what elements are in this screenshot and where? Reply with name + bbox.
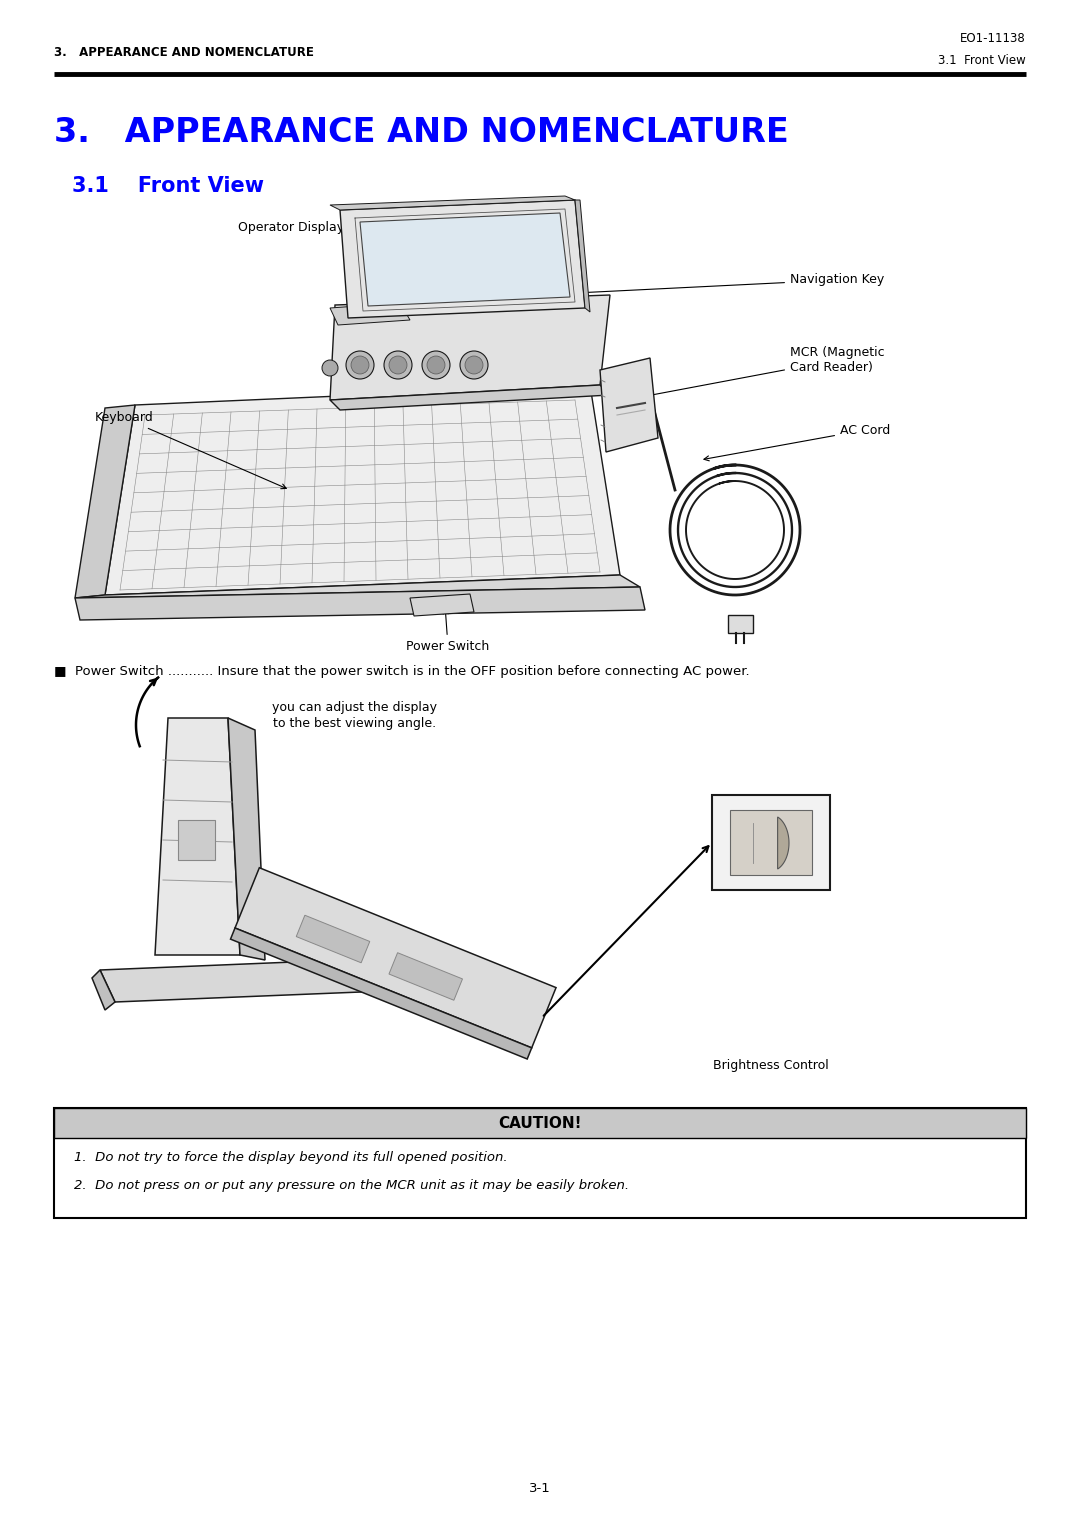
Polygon shape xyxy=(75,575,640,597)
Polygon shape xyxy=(330,295,610,400)
Circle shape xyxy=(351,356,369,374)
Polygon shape xyxy=(156,718,240,955)
Text: Keyboard: Keyboard xyxy=(95,411,286,489)
Polygon shape xyxy=(230,927,531,1059)
Polygon shape xyxy=(92,970,114,1010)
Circle shape xyxy=(422,351,450,379)
Text: CAUTION!: CAUTION! xyxy=(498,1115,582,1131)
Bar xyxy=(712,795,831,889)
Text: to the best viewing angle.: to the best viewing angle. xyxy=(273,718,436,730)
Text: 3.   APPEARANCE AND NOMENCLATURE: 3. APPEARANCE AND NOMENCLATURE xyxy=(54,46,314,58)
Text: Brightness Control: Brightness Control xyxy=(713,1059,828,1071)
Text: ■  Power Switch ........... Insure that the power switch is in the OFF position : ■ Power Switch ........... Insure that t… xyxy=(54,666,750,678)
Circle shape xyxy=(384,351,411,379)
Text: Operator Display: Operator Display xyxy=(238,217,386,234)
Circle shape xyxy=(346,351,374,379)
Polygon shape xyxy=(778,817,789,869)
Polygon shape xyxy=(575,200,590,312)
Circle shape xyxy=(389,356,407,374)
Polygon shape xyxy=(75,587,645,620)
Circle shape xyxy=(465,356,483,374)
Bar xyxy=(54,1108,1026,1218)
Polygon shape xyxy=(330,385,610,410)
Text: AC Cord: AC Cord xyxy=(704,423,890,461)
Polygon shape xyxy=(410,594,474,616)
Polygon shape xyxy=(389,952,462,1001)
Polygon shape xyxy=(296,915,369,963)
Polygon shape xyxy=(360,212,570,306)
Bar xyxy=(728,614,753,633)
Text: 2.  Do not press on or put any pressure on the MCR unit as it may be easily brok: 2. Do not press on or put any pressure o… xyxy=(75,1180,630,1192)
Text: MCR (Magnetic
Card Reader): MCR (Magnetic Card Reader) xyxy=(629,345,885,400)
Polygon shape xyxy=(178,821,215,860)
Polygon shape xyxy=(105,385,620,594)
Circle shape xyxy=(460,351,488,379)
Polygon shape xyxy=(75,405,135,597)
Bar xyxy=(730,810,812,876)
Bar xyxy=(54,1108,1026,1138)
Text: Navigation Key: Navigation Key xyxy=(539,274,885,296)
Text: 3.   APPEARANCE AND NOMENCLATURE: 3. APPEARANCE AND NOMENCLATURE xyxy=(54,116,788,150)
Text: Power Switch: Power Switch xyxy=(406,610,489,652)
Text: EO1-11138: EO1-11138 xyxy=(960,32,1026,44)
Text: 1.  Do not try to force the display beyond its full opened position.: 1. Do not try to force the display beyon… xyxy=(75,1152,508,1164)
Polygon shape xyxy=(235,868,556,1048)
Polygon shape xyxy=(228,718,265,960)
Text: 3.1    Front View: 3.1 Front View xyxy=(72,176,264,196)
Polygon shape xyxy=(330,196,575,209)
Circle shape xyxy=(427,356,445,374)
Polygon shape xyxy=(600,358,658,452)
Polygon shape xyxy=(100,958,410,1002)
Text: 3-1: 3-1 xyxy=(529,1482,551,1494)
Polygon shape xyxy=(340,200,585,318)
Polygon shape xyxy=(330,303,410,325)
Circle shape xyxy=(322,361,338,376)
Text: you can adjust the display: you can adjust the display xyxy=(272,701,437,715)
Text: 3.1  Front View: 3.1 Front View xyxy=(939,53,1026,67)
